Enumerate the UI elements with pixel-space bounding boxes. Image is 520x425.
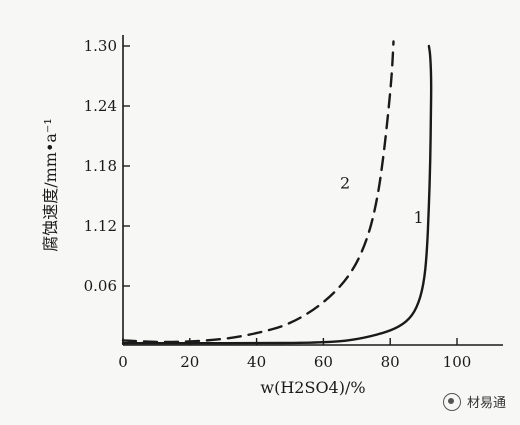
x-tick-label: 80 xyxy=(381,353,400,371)
y-tick-label: 1.30 xyxy=(84,37,117,55)
wechat-logo-icon xyxy=(442,392,461,411)
x-tick-label: 60 xyxy=(314,353,333,371)
x-tick-label: 20 xyxy=(180,353,199,371)
y-tick-label: 1.12 xyxy=(84,217,117,235)
x-axis-title: w(H2SO4)/% xyxy=(260,378,365,397)
x-tick-label: 0 xyxy=(118,353,128,371)
series-label-1: 1 xyxy=(413,208,423,227)
series-line-1 xyxy=(121,44,433,345)
x-tick-label: 40 xyxy=(247,353,266,371)
watermark: 材易通 xyxy=(442,392,506,411)
watermark-text: 材易通 xyxy=(466,396,506,411)
y-tick-label: 0.06 xyxy=(84,277,117,295)
series-label-2: 2 xyxy=(340,174,350,193)
series-line-2 xyxy=(121,40,395,344)
y-tick-label: 1.18 xyxy=(84,157,117,175)
y-tick-label: 1.24 xyxy=(84,97,117,115)
y-axis-title: 腐蚀速度/mm•a⁻¹ xyxy=(41,118,60,252)
x-tick-label: 100 xyxy=(443,353,472,371)
